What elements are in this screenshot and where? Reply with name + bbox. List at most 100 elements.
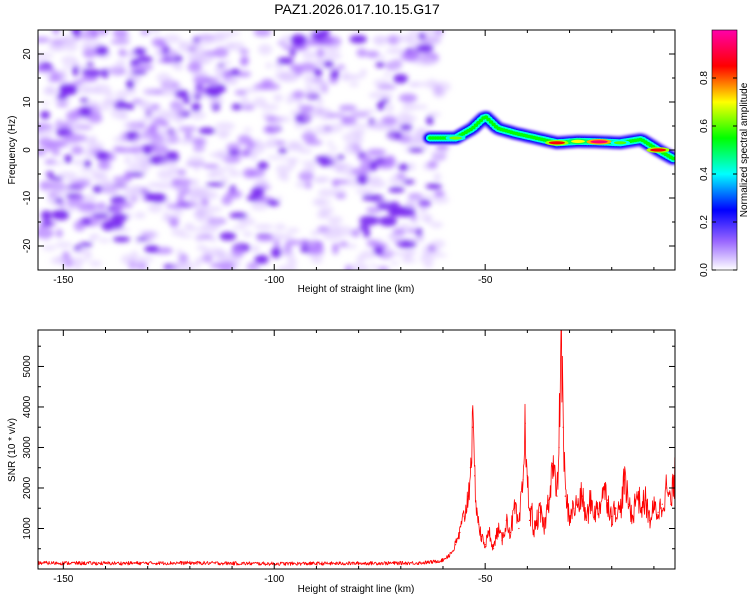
noise-blob bbox=[78, 208, 94, 213]
noise-blob bbox=[95, 45, 109, 56]
noise-blob bbox=[369, 161, 378, 172]
snr-point bbox=[564, 495, 566, 497]
spectrogram-x-label: Height of straight line (km) bbox=[298, 284, 415, 295]
noise-blob bbox=[289, 63, 302, 72]
noise-blob bbox=[299, 62, 317, 73]
snr-point bbox=[585, 519, 588, 522]
noise-blob bbox=[302, 50, 317, 61]
noise-blob bbox=[112, 146, 125, 153]
noise-blob bbox=[299, 105, 314, 113]
noise-blob bbox=[51, 150, 61, 156]
noise-blob bbox=[248, 149, 255, 155]
noise-blob bbox=[205, 182, 226, 187]
noise-blob bbox=[132, 154, 151, 162]
noise-blob bbox=[349, 81, 360, 87]
noise-blob bbox=[62, 251, 70, 260]
noise-blob bbox=[403, 179, 415, 185]
noise-blob bbox=[283, 157, 301, 162]
noise-blob bbox=[168, 51, 178, 59]
snr-point bbox=[501, 540, 503, 542]
noise-blob bbox=[373, 79, 391, 87]
snr-point bbox=[581, 495, 583, 497]
noise-blob bbox=[63, 133, 83, 144]
noise-blob bbox=[110, 108, 128, 119]
colorbar: 0.0 0.2 0.4 0.6 0.8 Normalized spectral ampl… bbox=[699, 29, 750, 277]
noise-blob bbox=[318, 188, 335, 198]
noise-blob bbox=[398, 163, 409, 171]
x-tick-label: -150 bbox=[53, 275, 73, 286]
noise-blob bbox=[52, 210, 61, 220]
ridge-segment bbox=[483, 115, 489, 119]
spectrogram-ridge bbox=[421, 110, 675, 166]
noise-blob bbox=[169, 219, 179, 228]
noise-blob bbox=[120, 254, 137, 265]
noise-blob bbox=[259, 179, 269, 185]
noise-blob bbox=[183, 227, 203, 232]
snr-point bbox=[505, 519, 507, 522]
noise-blob bbox=[413, 196, 421, 203]
noise-blob bbox=[408, 30, 420, 38]
noise-blob bbox=[237, 134, 252, 145]
noise-blob bbox=[72, 65, 79, 77]
noise-blob bbox=[239, 48, 249, 55]
snr-point bbox=[463, 515, 465, 517]
noise-blob bbox=[215, 122, 235, 131]
noise-blob bbox=[240, 217, 248, 223]
ridge-segment bbox=[478, 118, 484, 123]
noise-blob bbox=[412, 222, 419, 227]
y-tick-label: 20 bbox=[22, 48, 33, 60]
snr-point bbox=[535, 523, 537, 526]
snr-series bbox=[38, 330, 675, 566]
noise-blob bbox=[365, 50, 380, 59]
noise-blob bbox=[142, 164, 149, 175]
noise-blob bbox=[177, 169, 187, 176]
noise-blob bbox=[397, 111, 411, 122]
snr-point bbox=[459, 531, 461, 534]
noise-blob bbox=[142, 88, 155, 96]
noise-blob bbox=[356, 188, 372, 195]
noise-blob bbox=[172, 104, 179, 115]
snr-point bbox=[509, 531, 512, 534]
noise-blob bbox=[360, 250, 377, 260]
snr-point bbox=[632, 515, 634, 517]
x-tick-label: -150 bbox=[53, 574, 73, 585]
noise-blob bbox=[427, 160, 438, 169]
noise-blob bbox=[124, 86, 137, 96]
noise-blob bbox=[159, 120, 170, 128]
snr-point bbox=[474, 475, 476, 477]
spectrogram-y-ticks: -20 -10 0 10 20 bbox=[22, 29, 675, 271]
snr-point bbox=[421, 562, 423, 564]
noise-blob bbox=[277, 148, 288, 154]
noise-blob bbox=[375, 61, 385, 68]
noise-blob bbox=[332, 243, 339, 250]
noise-blob bbox=[326, 67, 336, 72]
noise-blob bbox=[115, 90, 128, 101]
noise-blob bbox=[227, 76, 239, 83]
noise-blob bbox=[266, 199, 280, 207]
noise-blob bbox=[276, 196, 283, 201]
noise-blob bbox=[61, 55, 78, 65]
noise-blob bbox=[58, 85, 77, 95]
noise-blob bbox=[290, 34, 307, 45]
noise-blob bbox=[178, 126, 198, 132]
noise-blob bbox=[336, 64, 346, 70]
noise-blob bbox=[89, 260, 102, 267]
ridge-segment bbox=[473, 123, 479, 127]
noise-blob bbox=[38, 137, 53, 148]
snr-x-label: Height of straight line (km) bbox=[298, 584, 415, 595]
noise-blob bbox=[163, 136, 179, 144]
noise-blob bbox=[163, 211, 171, 219]
noise-blob bbox=[89, 234, 96, 243]
noise-blob bbox=[371, 120, 386, 130]
noise-blob bbox=[328, 146, 338, 151]
ridge-peak bbox=[571, 139, 585, 143]
noise-blob bbox=[84, 194, 97, 204]
ridge-segment bbox=[491, 122, 496, 127]
snr-point bbox=[488, 531, 490, 534]
noise-blob bbox=[261, 112, 273, 120]
noise-blob bbox=[239, 149, 251, 158]
snr-point bbox=[547, 499, 550, 501]
ridge-peak bbox=[650, 148, 667, 152]
noise-blob bbox=[145, 234, 154, 243]
noise-blob bbox=[218, 261, 235, 270]
